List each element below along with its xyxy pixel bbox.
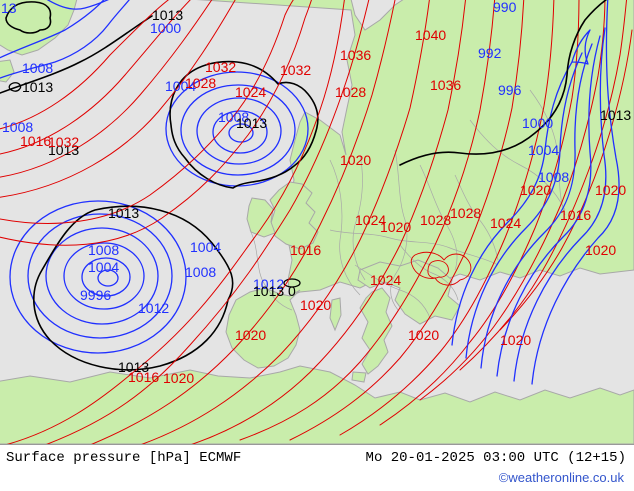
svg-text:1028: 1028	[185, 75, 216, 91]
svg-text:13: 13	[1, 0, 17, 16]
svg-text:1024: 1024	[370, 272, 401, 288]
svg-text:992: 992	[478, 45, 502, 61]
svg-text:1013: 1013	[600, 107, 631, 123]
svg-text:1016: 1016	[128, 369, 159, 385]
svg-text:1012: 1012	[138, 300, 169, 316]
svg-text:1020: 1020	[163, 370, 194, 386]
svg-text:1028: 1028	[450, 205, 481, 221]
svg-text:1036: 1036	[340, 47, 371, 63]
svg-text:1020: 1020	[595, 182, 626, 198]
svg-text:1020: 1020	[380, 219, 411, 235]
svg-text:1008: 1008	[185, 264, 216, 280]
svg-text:1040: 1040	[415, 27, 446, 43]
svg-text:1024: 1024	[235, 84, 266, 100]
svg-text:1028: 1028	[420, 212, 451, 228]
svg-text:9996: 9996	[80, 287, 111, 303]
svg-text:1032: 1032	[48, 134, 79, 150]
svg-text:1013: 1013	[22, 79, 53, 95]
svg-text:1016: 1016	[560, 207, 591, 223]
svg-text:1008: 1008	[88, 242, 119, 258]
svg-text:990: 990	[493, 0, 517, 15]
svg-text:1013: 1013	[108, 205, 139, 221]
svg-text:1008: 1008	[22, 60, 53, 76]
svg-text:1013: 1013	[152, 7, 183, 23]
svg-text:1032: 1032	[280, 62, 311, 78]
svg-text:1020: 1020	[520, 182, 551, 198]
svg-text:1020: 1020	[300, 297, 331, 313]
svg-text:1013: 1013	[236, 115, 267, 131]
svg-text:1020: 1020	[340, 152, 371, 168]
svg-text:1024: 1024	[490, 215, 521, 231]
svg-text:1020: 1020	[408, 327, 439, 343]
svg-text:1000: 1000	[522, 115, 553, 131]
svg-text:1020: 1020	[235, 327, 266, 343]
svg-text:1036: 1036	[430, 77, 461, 93]
svg-text:1016: 1016	[20, 133, 51, 149]
svg-text:996: 996	[498, 82, 522, 98]
svg-text:1020: 1020	[585, 242, 616, 258]
svg-text:1013 0: 1013 0	[253, 283, 296, 299]
svg-text:1004: 1004	[190, 239, 221, 255]
svg-text:1020: 1020	[500, 332, 531, 348]
svg-text:1028: 1028	[335, 84, 366, 100]
svg-text:1016: 1016	[290, 242, 321, 258]
svg-text:1032: 1032	[205, 59, 236, 75]
svg-text:1004: 1004	[88, 259, 119, 275]
svg-text:1004: 1004	[528, 142, 559, 158]
